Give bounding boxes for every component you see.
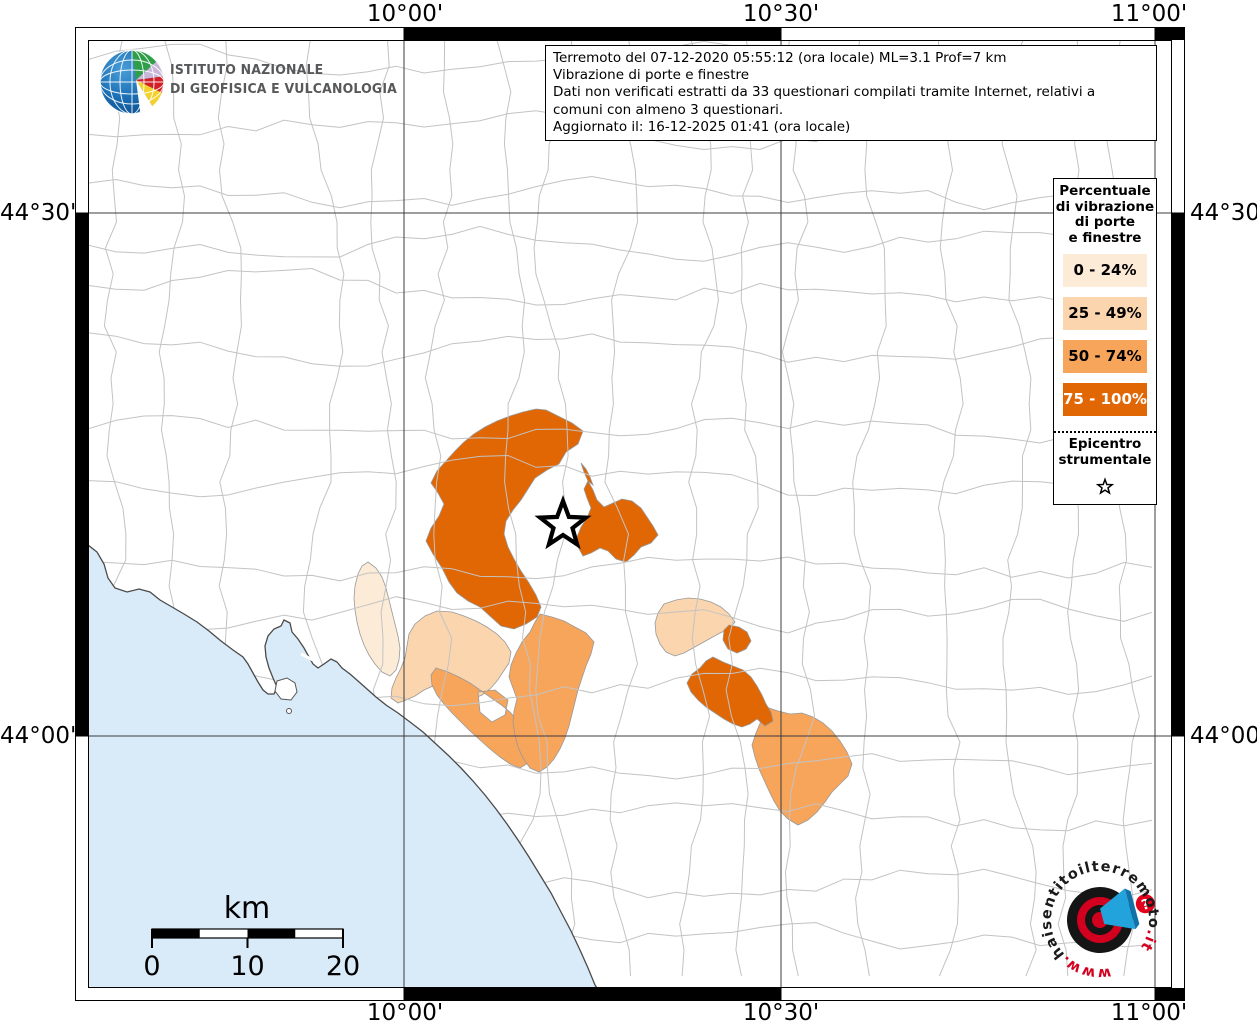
legend-swatch-0-24: 0 - 24%	[1063, 254, 1147, 287]
info-line-source: Dati non verificati estratti da 33 quest…	[553, 84, 1096, 118]
legend-epicenter-label: Epicentro strumentale	[1054, 436, 1156, 468]
legend-title-line: Percentuale	[1059, 183, 1151, 199]
legend-epicenter-star-icon	[1095, 477, 1115, 495]
scale-label-20: 20	[326, 951, 360, 982]
latitude-label-left-1: 44°00'	[0, 723, 77, 749]
sea	[88, 544, 598, 988]
ingv-name-line1: ISTITUTO NAZIONALE	[170, 63, 324, 78]
municipality-boundary-line	[852, 40, 887, 977]
longitude-label-top-0: 10°00'	[366, 1, 444, 27]
municipality-region	[425, 408, 584, 630]
scale-label-0: 0	[143, 951, 160, 982]
municipality-boundary-line	[88, 454, 1153, 498]
ingv-logo-text: ISTITUTO NAZIONALE DI GEOFISICA E VULCAN…	[170, 61, 397, 99]
legend-epicenter-line: Epicentro	[1068, 436, 1142, 452]
municipality-boundary-line	[937, 40, 964, 977]
legend-title-line: e finestre	[1068, 229, 1142, 246]
legend-title-line: di porte	[1074, 214, 1136, 230]
municipality-boundary-line	[88, 331, 1153, 367]
municipality-boundary-line	[1001, 40, 1037, 977]
island-palmaria	[274, 677, 298, 701]
longitude-label-bottom-1: 10°30'	[742, 1000, 820, 1024]
longitude-label-bottom-2: 11°00'	[1110, 1000, 1188, 1024]
latitude-label-right-0: 44°30'	[1190, 200, 1257, 226]
municipality-boundary-line	[88, 225, 1153, 262]
hsit-megaphone-cap	[1124, 888, 1140, 930]
municipality-region	[353, 561, 401, 677]
legend-swatch-50-74: 50 - 74%	[1063, 340, 1147, 373]
municipality-boundary-line	[604, 40, 639, 977]
island-islet	[286, 708, 292, 714]
gulf-breakwater	[300, 652, 316, 663]
hsit-question-mark: ?	[1140, 896, 1152, 914]
latitude-label-right-1: 44°00'	[1190, 723, 1257, 749]
coastline	[88, 544, 598, 988]
latitude-label-left-0: 44°30'	[0, 200, 77, 226]
earthquake-info-box: Terremoto del 07-12-2020 05:55:12 (ora l…	[545, 45, 1157, 142]
municipality-boundary-line	[88, 267, 1153, 307]
municipality-boundary-line	[679, 40, 719, 977]
legend-separator	[1054, 431, 1156, 433]
legend-swatch-25-49: 25 - 49%	[1063, 297, 1147, 330]
info-line-event: Terremoto del 07-12-2020 05:55:12 (ora l…	[553, 50, 1007, 66]
islands	[274, 677, 298, 714]
scale-bar: km 0 10 20	[143, 891, 360, 982]
municipality-region	[686, 656, 774, 728]
map-frame	[75, 27, 1185, 1001]
hsit-question-badge	[1135, 894, 1155, 914]
scale-label-10: 10	[230, 951, 264, 982]
info-line-effect: Vibrazione di porte e finestre	[553, 67, 750, 84]
longitude-label-top-2: 11°00'	[1110, 1, 1188, 27]
municipality-boundary-line	[88, 175, 1153, 211]
municipality-region	[576, 480, 659, 563]
scale-bar-title: km	[224, 891, 271, 926]
map-legend: Percentuale di vibrazione di porte e fin…	[1053, 178, 1157, 505]
longitude-label-bottom-0: 10°00'	[366, 1000, 444, 1024]
hsit-megaphone-icon	[1100, 888, 1136, 930]
legend-title: Percentuale di vibrazione di porte e fin…	[1054, 183, 1156, 246]
legend-swatch-75-100: 75 - 100%	[1063, 383, 1147, 416]
info-line-updated: Aggiornato il: 16-12-2025 01:41 (ora loc…	[553, 118, 851, 135]
epicenter-star	[534, 494, 592, 550]
longitude-label-top-1: 10°30'	[742, 1, 820, 27]
legend-epicenter-line: strumentale	[1058, 452, 1152, 468]
municipality-boundary-line	[88, 415, 1153, 444]
municipality-boundary-line	[725, 40, 759, 977]
legend-title-line: di vibrazione	[1055, 198, 1155, 215]
ingv-logo-globe	[99, 49, 165, 115]
sea-polygon	[88, 545, 597, 988]
ingv-name-line2: DI GEOFISICA E VULCANOLOGIA	[170, 82, 398, 97]
municipality-boundary-line	[495, 40, 542, 977]
municipality-boundary-line	[88, 556, 1153, 582]
municipality-boundary-line	[88, 596, 1153, 634]
